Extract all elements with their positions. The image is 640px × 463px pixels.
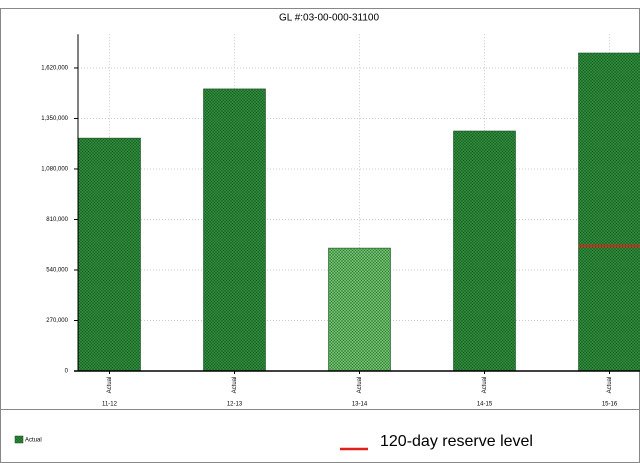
bar [328, 247, 391, 372]
bar [203, 88, 266, 372]
y-tick-label: 810,000 [46, 217, 68, 223]
x-tick-label: 12-13 [227, 402, 243, 408]
y-tick-label: 270,000 [46, 318, 68, 324]
legend-label: 120-day reserve level [380, 433, 533, 450]
x-series-label: Actual [107, 377, 113, 394]
bar [578, 52, 640, 372]
bar [78, 137, 141, 372]
bar [453, 130, 516, 372]
x-series-label: Actual [232, 377, 238, 394]
x-tick-label: 13-14 [352, 402, 368, 408]
chart-title: GL #:03-00-000-31100 [279, 13, 380, 24]
y-tick-label: 540,000 [46, 268, 68, 274]
x-series-label: Actual [482, 377, 488, 394]
x-tick-label: 15-16 [602, 402, 618, 408]
y-tick-label: 1,350,000 [41, 116, 68, 122]
legend-label: Actual [25, 438, 42, 444]
x-series-label: Actual [607, 377, 613, 394]
legend-swatch [14, 435, 24, 444]
x-series-label: Actual [357, 377, 363, 394]
x-tick-label: 14-15 [477, 402, 493, 408]
y-tick-label: 1,080,000 [41, 167, 68, 173]
y-tick-label: 0 [65, 369, 69, 375]
x-tick-label: 11-12 [102, 402, 118, 408]
y-tick-label: 1,620,000 [41, 66, 68, 72]
